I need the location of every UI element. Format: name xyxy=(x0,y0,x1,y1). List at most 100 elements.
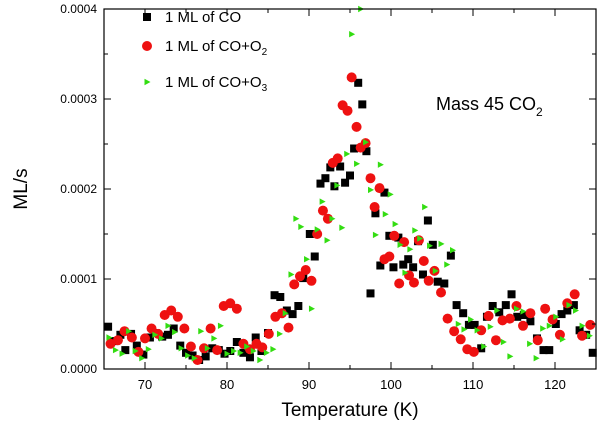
x-tick-label: 120 xyxy=(544,377,566,392)
data-point xyxy=(408,277,419,288)
data-point xyxy=(540,303,551,314)
data-point xyxy=(231,303,242,314)
data-point xyxy=(569,301,578,310)
data-point xyxy=(575,326,584,335)
data-point xyxy=(133,346,144,357)
data-point xyxy=(306,275,317,286)
data-point xyxy=(402,269,409,276)
data-point xyxy=(289,279,300,290)
series-2 xyxy=(105,72,596,365)
data-point xyxy=(440,279,449,288)
data-point xyxy=(339,224,346,231)
data-point xyxy=(172,311,183,322)
data-point xyxy=(191,355,198,362)
data-point xyxy=(104,322,113,331)
data-point xyxy=(371,209,380,218)
data-point xyxy=(427,242,434,249)
data-point xyxy=(179,323,190,334)
data-point xyxy=(336,162,345,171)
data-point xyxy=(423,216,432,225)
data-point xyxy=(487,323,494,330)
data-point xyxy=(257,356,264,364)
data-point xyxy=(163,330,172,339)
data-point xyxy=(112,346,119,354)
data-point xyxy=(308,305,315,312)
data-point xyxy=(263,328,274,339)
data-point xyxy=(334,182,341,189)
data-point xyxy=(374,183,385,194)
data-point xyxy=(513,305,520,312)
data-point xyxy=(344,150,351,158)
data-point xyxy=(444,261,451,268)
data-point xyxy=(399,260,408,269)
data-point xyxy=(507,353,514,360)
data-point xyxy=(500,338,507,346)
data-point xyxy=(283,322,294,333)
data-point xyxy=(300,265,311,275)
data-point xyxy=(332,153,343,164)
data-point xyxy=(251,333,260,342)
legend-entry-1: 1 ML of CO xyxy=(143,9,241,26)
data-point xyxy=(212,345,223,356)
data-point xyxy=(232,338,241,346)
data-point xyxy=(126,332,137,343)
data-point xyxy=(513,312,522,321)
legend-label-main: 1 ML of CO+O xyxy=(165,74,262,91)
data-point xyxy=(452,301,461,310)
data-point xyxy=(250,347,257,355)
x-tick-label: 70 xyxy=(138,377,152,392)
data-point xyxy=(382,211,389,218)
data-point xyxy=(490,335,501,346)
data-point xyxy=(369,202,380,212)
data-point xyxy=(579,322,586,329)
data-point xyxy=(436,287,447,298)
data-point xyxy=(166,305,177,316)
data-point xyxy=(176,341,185,350)
data-point xyxy=(145,346,152,353)
data-point xyxy=(276,308,287,319)
data-point xyxy=(394,278,405,289)
y-tick-label: 0.0001 xyxy=(60,272,97,286)
x-axis-label: Temperature (K) xyxy=(281,400,418,421)
data-point xyxy=(293,215,300,222)
data-point xyxy=(126,328,133,335)
y-tick-label: 0.0002 xyxy=(60,182,97,196)
data-point xyxy=(310,252,319,261)
data-point xyxy=(455,334,466,345)
data-point xyxy=(224,350,231,357)
data-point xyxy=(132,347,139,355)
data-point xyxy=(350,144,359,153)
data-point xyxy=(276,293,285,301)
data-point xyxy=(178,345,185,352)
data-point xyxy=(185,341,196,352)
data-point xyxy=(468,316,475,323)
data-point xyxy=(263,349,270,356)
y-axis-label: ML/s xyxy=(11,168,32,209)
data-point xyxy=(282,310,289,317)
data-point xyxy=(145,333,154,342)
data-point xyxy=(349,31,356,38)
data-point xyxy=(481,343,488,350)
data-point xyxy=(365,173,376,184)
data-point xyxy=(354,160,361,167)
data-point xyxy=(372,231,379,239)
data-point xyxy=(569,289,580,300)
data-point xyxy=(392,220,399,228)
data-point xyxy=(418,270,427,279)
x-tick-label: 80 xyxy=(220,377,234,392)
data-points-layer xyxy=(104,5,597,365)
data-point xyxy=(231,347,238,355)
data-point xyxy=(341,178,350,187)
data-point xyxy=(384,251,395,262)
legend-marker xyxy=(142,41,152,51)
data-point xyxy=(317,205,328,216)
data-point xyxy=(116,330,125,339)
x-tick-label: 100 xyxy=(380,377,402,392)
data-point xyxy=(459,309,468,318)
data-point xyxy=(520,308,527,315)
data-point xyxy=(294,302,303,310)
data-point xyxy=(132,341,141,350)
data-point xyxy=(245,353,254,362)
data-point xyxy=(404,255,413,264)
